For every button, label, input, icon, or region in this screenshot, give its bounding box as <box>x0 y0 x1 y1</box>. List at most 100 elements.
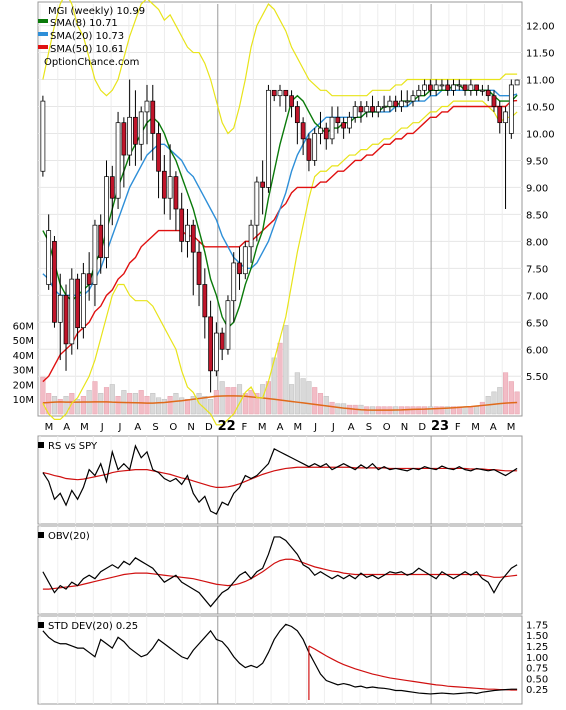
legend: MGI (weekly) 10.99 SMA(8) 10.71 SMA(20) … <box>38 6 145 68</box>
price-tick-label: 8.50 <box>526 210 548 221</box>
legend-swatch-sma20 <box>38 32 48 36</box>
volume-bar <box>127 393 133 415</box>
stddev-line <box>42 623 518 695</box>
candle-body <box>63 294 69 345</box>
candle-body <box>237 262 242 275</box>
volume-bar <box>80 396 86 415</box>
candle-body <box>138 111 144 145</box>
price-tick-label: 7.50 <box>526 264 548 275</box>
volume-bar <box>155 397 162 415</box>
candle-body <box>144 100 150 113</box>
candle-body <box>352 106 358 118</box>
legend-swatch-sma50 <box>38 45 48 49</box>
volume-bar <box>40 376 46 415</box>
volume-bar <box>474 406 480 415</box>
rs-line <box>42 444 518 515</box>
volume-bar <box>416 406 422 415</box>
volume-bar <box>294 372 300 415</box>
price-tick-label: 12.00 <box>526 22 555 33</box>
rs-title: RS vs SPY <box>38 441 98 452</box>
volume-bar <box>179 397 185 415</box>
price-tick-label: 10.50 <box>526 103 555 114</box>
candle-body <box>46 230 52 285</box>
volume-bar <box>277 342 283 415</box>
candle-body <box>266 89 271 188</box>
x-tick-label: D <box>418 422 426 433</box>
stddev-tick-label: 1.50 <box>526 631 548 642</box>
price-tick-label: 11.50 <box>526 49 555 60</box>
rs-panel-frame <box>37 435 523 525</box>
volume-tick-label: 10M <box>13 395 34 406</box>
stddev-tick-label: 1.25 <box>526 642 548 653</box>
volume-bar <box>433 406 439 415</box>
candle-body <box>485 89 491 97</box>
x-tick-label: 23 <box>431 419 449 434</box>
candle-body <box>40 100 46 172</box>
stddev-tick-label: 1.75 <box>526 620 548 631</box>
volume-bar <box>184 398 191 415</box>
label-layer: 12.00 11.50 11.00 10.50 10.00 9.50 9.00 8.50 8.0… <box>13 22 555 697</box>
x-tick-label: S <box>366 422 372 433</box>
candle-body <box>248 224 254 248</box>
volume-bar <box>335 403 341 415</box>
candle-body <box>254 181 260 226</box>
stddev-average-line <box>308 645 518 691</box>
price-tick-label: 6.50 <box>526 318 548 329</box>
candle-body <box>214 332 219 372</box>
candle-body <box>260 181 266 188</box>
x-tick-label: F <box>455 422 461 433</box>
volume-tick-label: 20M <box>13 380 34 391</box>
x-tick-label: N <box>401 422 408 433</box>
x-tick-label: J <box>331 422 335 433</box>
candle-body <box>410 95 416 102</box>
candle-body <box>347 116 352 129</box>
volume-bar <box>468 406 474 415</box>
legend-sma50: SMA(50) 10.61 <box>50 44 124 55</box>
price-tick-label: 9.50 <box>526 156 548 167</box>
candle-body <box>456 84 462 87</box>
x-tick-label: A <box>277 422 284 433</box>
volume-bar <box>254 393 260 415</box>
volume-bar <box>132 393 138 415</box>
volume-bar <box>202 396 208 415</box>
legend-sma8: SMA(8) 10.71 <box>50 18 118 29</box>
price-tick-label: 10.00 <box>526 129 555 140</box>
price-layer <box>40 0 520 426</box>
candle-body <box>393 100 399 107</box>
rs-title-text: RS vs SPY <box>48 441 98 452</box>
candle-body <box>294 106 300 124</box>
stddev-tick-label: 1.00 <box>526 653 548 664</box>
candle-body <box>462 84 468 91</box>
stddev-swatch <box>38 622 44 628</box>
candle-body <box>92 224 98 285</box>
obv-average-line <box>42 558 518 590</box>
x-tick-label: D <box>205 422 213 433</box>
candle-body <box>300 122 306 140</box>
volume-bar <box>167 396 173 415</box>
candle-body <box>399 100 404 107</box>
bollinger-lower-line <box>42 100 518 426</box>
candle-body <box>98 224 104 258</box>
candle-body <box>161 170 167 199</box>
volume-bar <box>410 406 416 415</box>
volume-bar <box>57 398 63 415</box>
candle-body <box>57 294 63 323</box>
candle-body <box>289 95 294 107</box>
x-tick-label: S <box>152 422 158 433</box>
obv-title: OBV(20) <box>38 531 90 542</box>
x-tick-label: A <box>348 422 355 433</box>
candle-body <box>127 116 133 156</box>
x-tick-label: M <box>471 422 480 433</box>
candle-body <box>364 106 370 113</box>
volume-bar <box>491 391 497 415</box>
candle-body <box>404 100 410 103</box>
x-tick-label: N <box>187 422 194 433</box>
x-tick-label: J <box>118 422 122 433</box>
price-tick-label: 8.00 <box>526 237 548 248</box>
candle-body <box>179 208 185 242</box>
volume-bar <box>173 393 179 415</box>
stddev-tick-label: 0.50 <box>526 674 548 685</box>
candle-body <box>75 278 80 329</box>
candle-body <box>312 133 318 161</box>
